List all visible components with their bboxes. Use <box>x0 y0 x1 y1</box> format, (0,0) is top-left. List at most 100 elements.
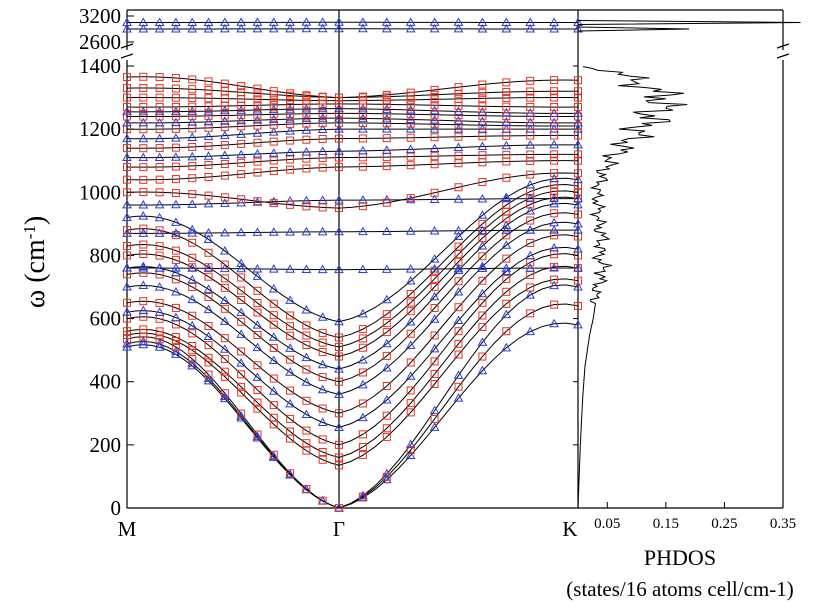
triangle-marker <box>138 117 149 127</box>
triangle-marker <box>122 263 132 272</box>
triangle-marker <box>138 199 149 209</box>
triangle-marker <box>525 205 536 215</box>
triangle-marker <box>453 370 464 379</box>
square-marker <box>382 100 391 109</box>
square-marker <box>237 388 246 397</box>
square-marker <box>574 210 582 219</box>
square-marker <box>139 188 148 197</box>
square-marker <box>454 250 463 259</box>
square-marker <box>123 327 131 336</box>
square-marker <box>406 358 415 367</box>
square-marker <box>550 275 559 284</box>
square-marker <box>302 439 311 448</box>
square-marker <box>406 88 415 97</box>
triangle-marker <box>301 103 312 113</box>
triangle-marker <box>334 146 344 155</box>
dos-tick-label: 0.15 <box>653 516 679 532</box>
triangle-marker <box>334 103 344 113</box>
markers <box>122 17 583 512</box>
triangle-marker <box>453 142 464 151</box>
square-marker <box>454 277 463 286</box>
square-marker <box>286 165 295 174</box>
triangle-marker <box>429 143 440 152</box>
square-marker <box>454 120 463 129</box>
triangle-marker <box>429 115 440 124</box>
triangle-marker <box>154 106 165 116</box>
square-marker <box>155 112 164 121</box>
triangle-marker <box>154 228 165 237</box>
square-marker <box>237 370 246 379</box>
square-marker <box>253 430 262 439</box>
triangle-marker <box>138 152 149 162</box>
square-marker <box>188 282 197 291</box>
square-marker <box>204 77 213 86</box>
triangle-marker <box>301 113 312 123</box>
square-marker <box>382 134 391 143</box>
square-marker <box>382 310 391 319</box>
triangle-marker <box>301 409 312 418</box>
triangle-marker <box>358 226 368 236</box>
square-marker <box>430 85 439 94</box>
square-marker <box>430 188 439 197</box>
square-marker <box>358 451 367 460</box>
square-marker <box>526 283 535 292</box>
x-point-label: Γ <box>333 517 345 541</box>
square-marker <box>406 290 415 299</box>
triangle-marker <box>358 490 368 500</box>
square-marker <box>253 197 262 206</box>
triangle-marker <box>477 365 488 375</box>
square-marker <box>188 75 197 84</box>
square-marker <box>318 163 327 172</box>
triangle-marker <box>154 199 165 209</box>
triangle-marker <box>301 377 312 386</box>
square-marker <box>269 413 278 422</box>
square-marker <box>220 367 229 376</box>
triangle-marker <box>154 133 165 143</box>
square-marker <box>139 224 148 233</box>
square-marker <box>253 84 262 93</box>
square-marker <box>454 83 463 92</box>
square-marker <box>526 200 535 209</box>
triangle-marker <box>252 197 263 206</box>
square-marker <box>478 252 487 261</box>
dos-x-title: PHDOS <box>644 545 716 570</box>
square-marker <box>382 351 391 360</box>
triangle-marker <box>268 355 279 365</box>
dos-x-units: (states/16 atoms cell/cm-1) <box>566 577 793 601</box>
triangle-marker <box>501 309 512 319</box>
square-marker <box>220 123 229 132</box>
triangle-marker <box>429 226 440 235</box>
triangle-marker <box>477 263 488 272</box>
square-marker <box>286 89 295 98</box>
triangle-marker <box>477 337 488 346</box>
triangle-marker <box>187 224 198 234</box>
square-marker <box>358 134 367 143</box>
square-marker <box>358 343 367 352</box>
square-marker <box>406 408 415 417</box>
square-marker <box>237 317 246 326</box>
triangle-marker <box>252 372 263 381</box>
triangle-marker <box>501 23 512 33</box>
square-marker <box>550 300 559 309</box>
square-marker <box>526 170 535 179</box>
square-marker <box>502 78 511 87</box>
square-marker <box>286 386 295 395</box>
triangle-marker <box>453 287 464 296</box>
triangle-marker <box>285 126 295 135</box>
square-marker <box>454 242 463 251</box>
square-marker <box>526 102 535 111</box>
triangle-marker <box>358 103 368 113</box>
triangle-marker <box>252 227 263 236</box>
square-marker <box>406 194 415 203</box>
square-marker <box>302 321 311 330</box>
square-marker <box>318 203 327 212</box>
square-marker <box>139 83 148 92</box>
triangle-marker <box>405 264 416 273</box>
square-marker <box>335 377 343 386</box>
triangle-marker <box>219 393 230 403</box>
triangle-marker <box>236 105 247 114</box>
square-marker <box>502 327 511 336</box>
band-line <box>126 202 579 370</box>
square-marker <box>237 88 246 97</box>
